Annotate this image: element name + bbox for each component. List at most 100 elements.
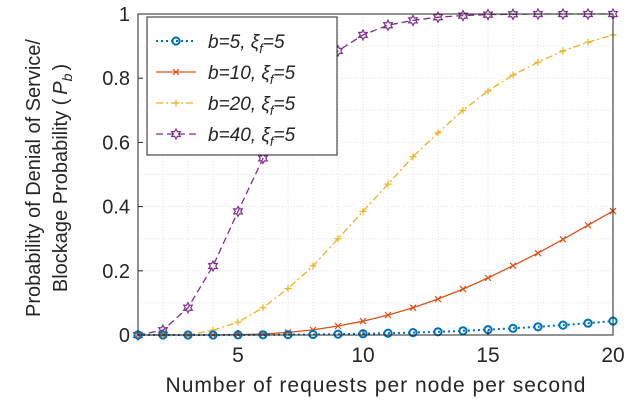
x-marker-stroke	[584, 221, 592, 229]
y-axis-label-line-2-text: Blockage Probability (	[50, 98, 72, 292]
data-point	[409, 304, 417, 312]
x-marker-stroke	[434, 295, 442, 303]
legend-entry-4: b=40, ξf=5	[156, 125, 296, 149]
x-axis-label: Number of requests per node per second	[166, 374, 587, 397]
data-point	[582, 7, 594, 21]
data-point	[284, 284, 292, 292]
data-point	[509, 262, 517, 270]
data-point	[207, 259, 219, 273]
data-point	[508, 323, 518, 333]
legend: b=5, ξf=5b=10, ξf=5b=20, ξf=5b=40, ξf=5	[146, 16, 338, 156]
data-point	[558, 320, 568, 330]
data-point	[534, 58, 542, 66]
y-axis-label-symbol: P	[50, 81, 72, 95]
data-point	[507, 8, 519, 21]
data-point	[458, 326, 468, 336]
x-tick-label: 20	[601, 344, 624, 367]
data-point	[533, 322, 543, 332]
data-point	[409, 153, 417, 161]
data-point	[383, 328, 393, 338]
data-point	[584, 221, 592, 229]
legend-label-symbol: ξ	[261, 125, 271, 146]
data-point	[584, 38, 592, 46]
legend-label-subscript: f	[270, 103, 275, 118]
legend-marker	[170, 127, 182, 141]
legend-label-main: b=5,	[208, 32, 251, 53]
legend-label-subscript: f	[259, 41, 264, 56]
data-point	[484, 87, 492, 95]
y-axis-label-line-1: Probability of Denial of Service/	[23, 39, 45, 317]
legend-label-tail: =5	[273, 63, 295, 84]
grid	[138, 14, 613, 335]
data-point	[484, 274, 492, 282]
data-point	[333, 329, 343, 339]
legend-marker	[171, 36, 181, 46]
y-tick-label: 1	[119, 4, 130, 26]
legend-label-main: b=20,	[208, 94, 261, 115]
data-point	[234, 318, 242, 326]
legend-entry-2: b=10, ξf=5	[156, 63, 296, 87]
data-point	[334, 322, 342, 330]
series-2	[134, 207, 617, 339]
x-marker-stroke	[559, 235, 567, 243]
data-point	[434, 295, 442, 303]
x-marker-stroke	[534, 249, 542, 257]
legend-label: b=10, ξf=5	[208, 63, 296, 87]
legend-label-tail: =5	[273, 125, 295, 146]
legend-label: b=40, ξf=5	[208, 125, 296, 149]
legend-label-subscript: f	[270, 134, 275, 149]
legend-marker	[172, 99, 180, 107]
data-point	[259, 304, 267, 312]
series-line	[138, 34, 614, 336]
legend-label-symbol: ξ	[261, 94, 271, 115]
y-axis-label-close: )	[50, 64, 72, 71]
plot-frame	[137, 13, 614, 336]
data-point	[132, 328, 144, 342]
data-point	[308, 329, 318, 340]
x-marker-stroke	[172, 68, 180, 76]
y-tick-label: 0.2	[102, 261, 130, 283]
y-tick-label: 0.8	[102, 68, 130, 90]
legend-label-tail: =5	[263, 32, 285, 53]
data-point	[457, 9, 469, 22]
data-point	[232, 205, 244, 218]
x-marker-stroke	[484, 274, 492, 282]
data-point	[257, 152, 269, 165]
data-point	[559, 47, 567, 55]
data-point	[557, 7, 569, 21]
data-point	[284, 329, 292, 336]
x-tick-label: 5	[232, 344, 244, 367]
data-point	[459, 106, 467, 114]
data-point	[408, 327, 418, 338]
y-tick-label: 0	[119, 325, 130, 347]
x-marker-stroke	[409, 304, 417, 312]
legend-entry-3: b=20, ξf=5	[156, 94, 296, 118]
data-point	[359, 207, 367, 215]
data-point	[357, 28, 369, 42]
legend-label-main: b=10,	[208, 63, 261, 84]
legend-label-symbol: ξ	[261, 63, 271, 84]
legend-marker	[172, 68, 180, 76]
legend-label-tail: =5	[273, 94, 295, 115]
x-tick-label: 15	[476, 344, 499, 367]
data-point	[434, 129, 442, 137]
y-axis-label-subscript: b	[59, 73, 75, 81]
data-point	[334, 235, 342, 243]
y-tick-label: 0.4	[102, 197, 130, 219]
data-point	[532, 7, 544, 21]
x-marker-stroke	[284, 329, 292, 336]
legend-entry-1: b=5, ξf=5	[156, 32, 285, 56]
x-marker-stroke	[459, 285, 467, 293]
series-3	[134, 31, 617, 339]
legend-label-subscript: f	[270, 72, 275, 87]
data-point	[384, 180, 392, 188]
axes-ticks: 5 10 15 20 0 0.2 0.4 0.6 0.8 1	[102, 4, 624, 367]
data-point	[482, 8, 494, 21]
data-point	[359, 317, 367, 325]
data-point	[583, 318, 593, 328]
data-point	[432, 10, 444, 24]
data-point	[459, 285, 467, 293]
x-marker-stroke	[509, 262, 517, 270]
